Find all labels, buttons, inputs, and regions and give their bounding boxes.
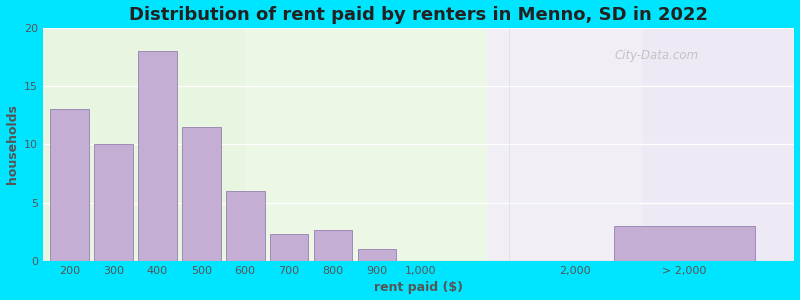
Bar [487,28,641,261]
Bar [487,28,794,261]
Bar [50,110,89,261]
Bar [138,51,177,261]
Title: Distribution of rent paid by renters in Menno, SD in 2022: Distribution of rent paid by renters in … [130,6,708,24]
Bar [358,249,396,261]
Bar [246,28,487,261]
Bar [94,145,133,261]
Bar [314,230,353,261]
Y-axis label: households: households [6,104,18,184]
Bar [226,191,265,261]
Bar [614,226,755,261]
Bar [270,234,309,261]
X-axis label: rent paid ($): rent paid ($) [374,281,463,294]
Bar [43,28,487,261]
Bar [182,127,221,261]
Text: City-Data.com: City-Data.com [614,50,698,62]
